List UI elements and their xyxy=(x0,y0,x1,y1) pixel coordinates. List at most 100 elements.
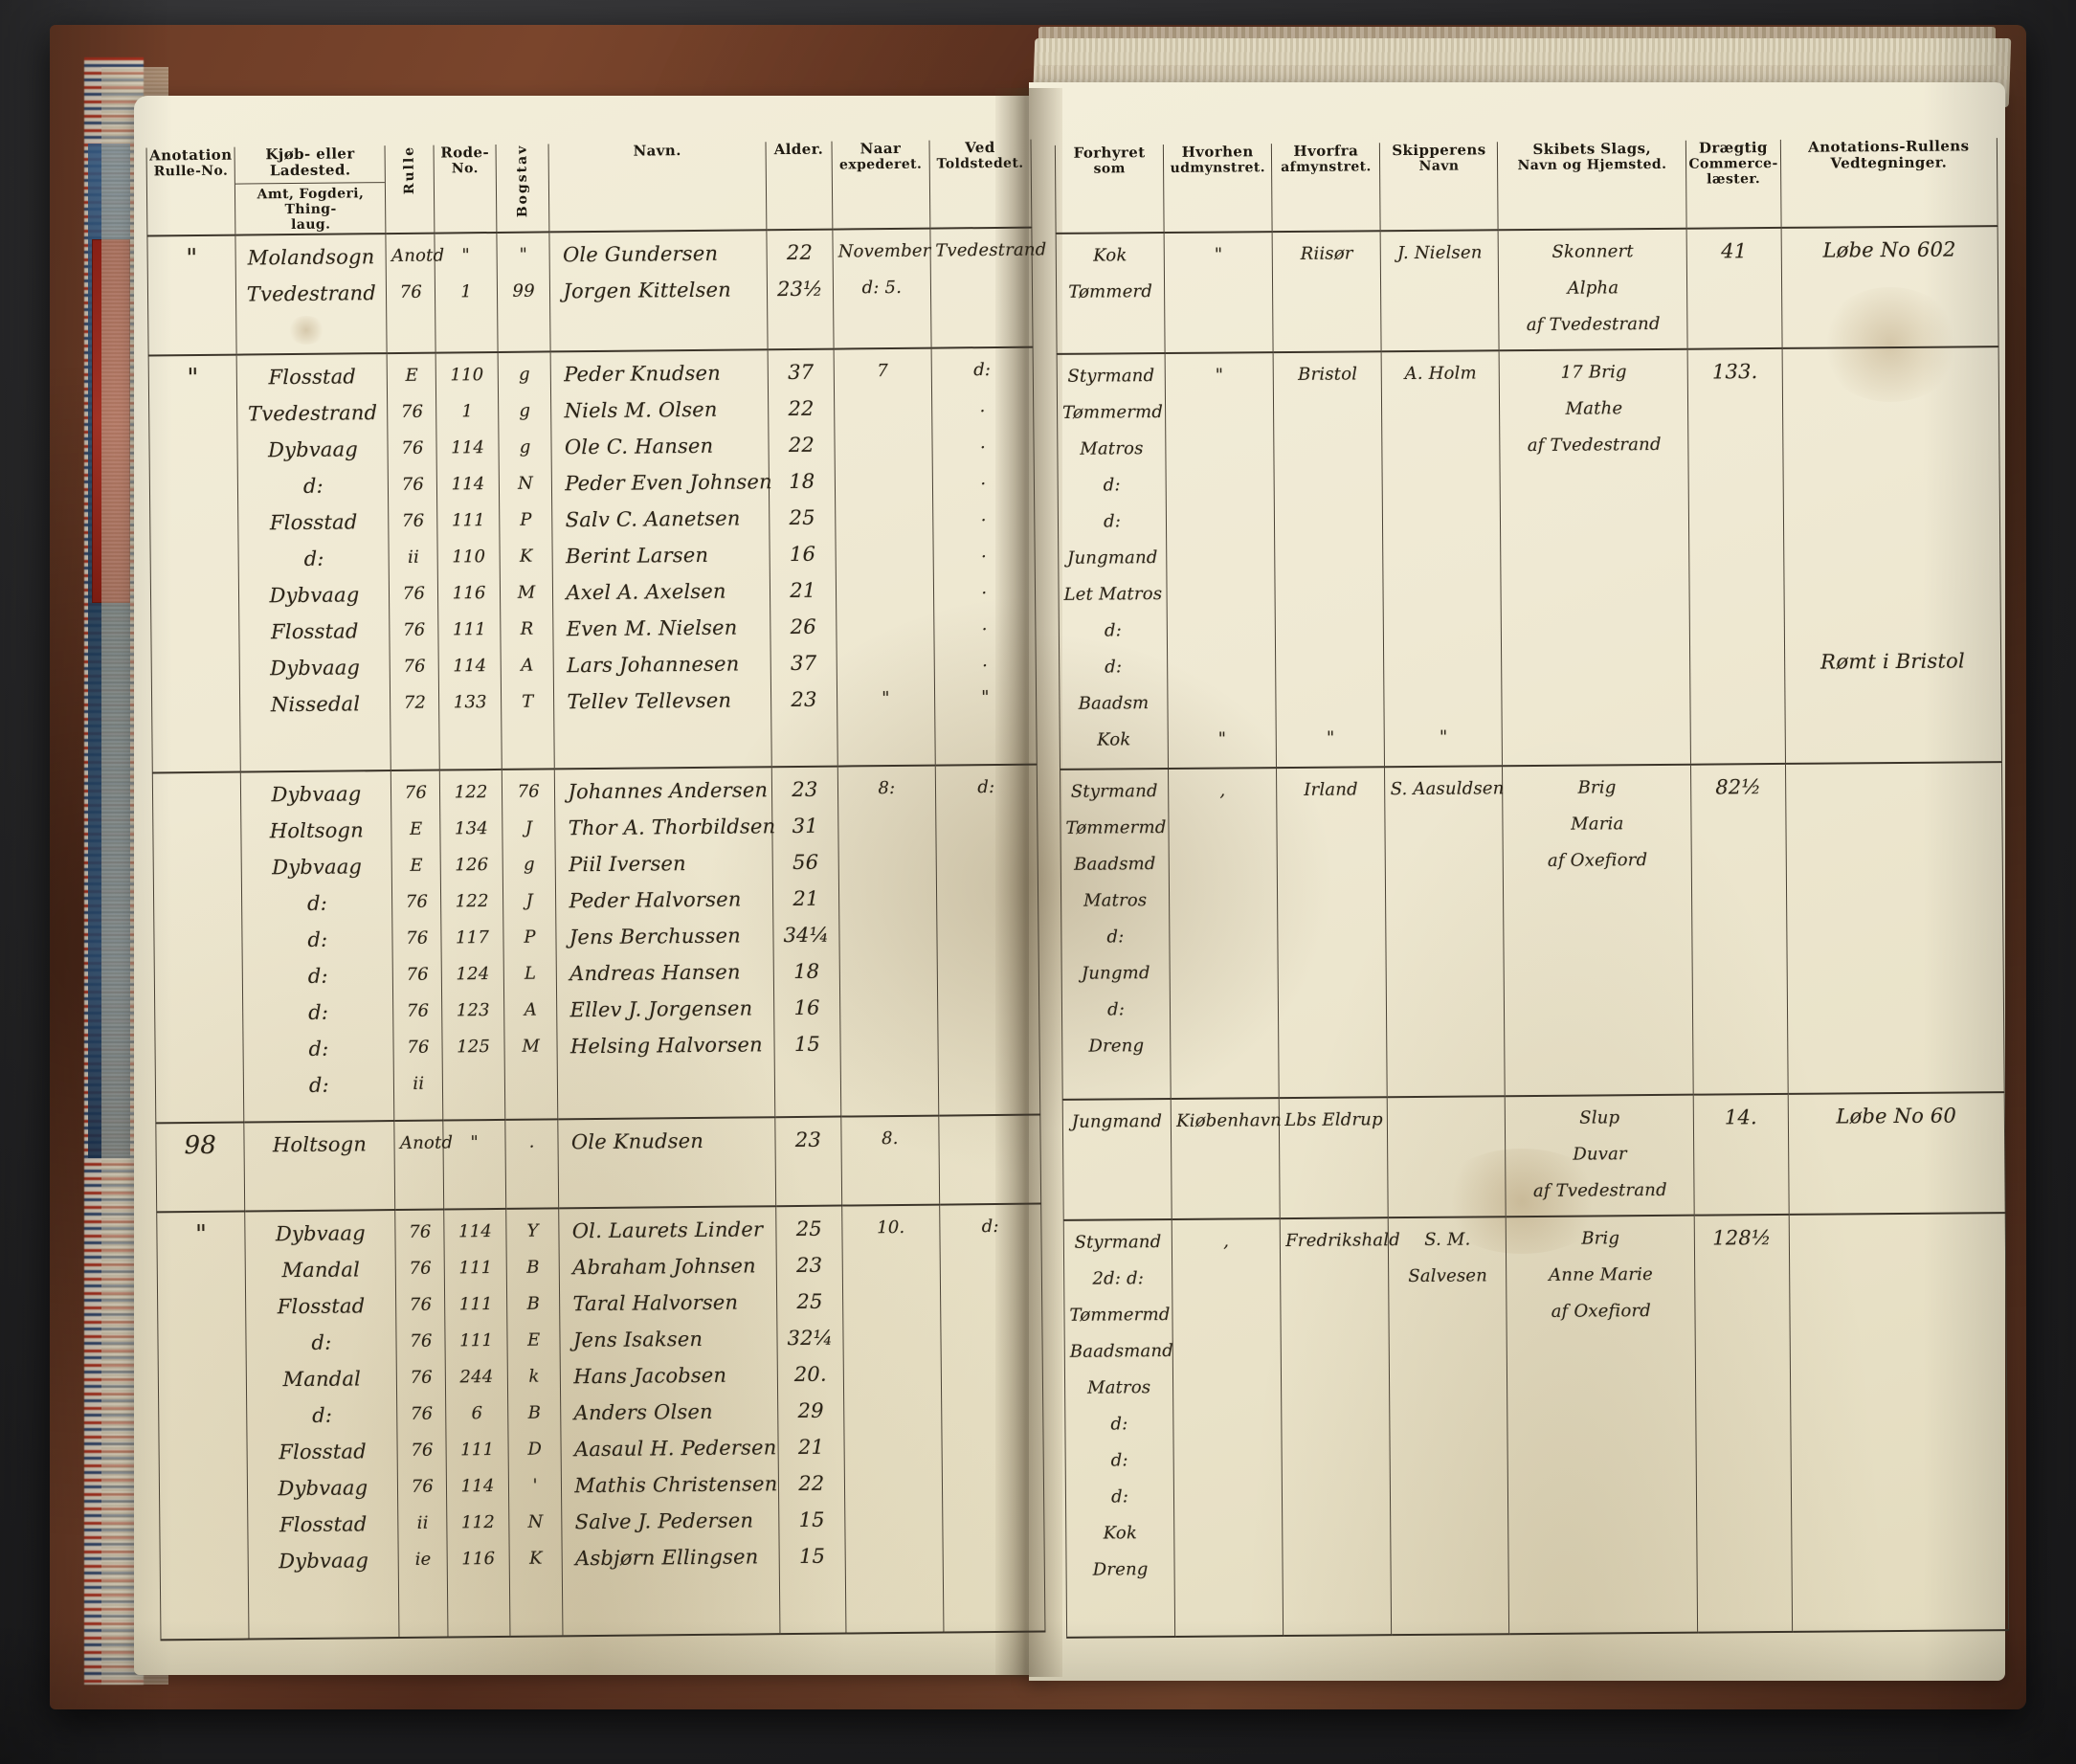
bogstav-cell: " 99 xyxy=(496,232,551,352)
ledger-cell-line: 76 xyxy=(410,1367,434,1389)
ledger-cell-line: Flosstad xyxy=(277,1294,366,1319)
ledger-cell-line xyxy=(944,1119,1036,1156)
ledger-cell-line: 122 xyxy=(454,782,488,803)
destination-cell: Kiøbenhavn xyxy=(1171,1098,1283,1219)
ledger-cell-line xyxy=(1282,683,1379,721)
ledger-cell-line: 111 xyxy=(451,509,485,531)
ledger-cell-line: 21 xyxy=(792,886,819,911)
ledger-cell-line xyxy=(850,1464,937,1502)
skipper-cell: A. Holm " xyxy=(1381,350,1503,768)
ledger-cell-line xyxy=(947,1463,1038,1501)
ledger-cell-line: D xyxy=(527,1439,543,1460)
rulle-cell: E 76 76 76 76 ii 76 76 76 72 xyxy=(387,352,440,771)
ledger-cell-line xyxy=(941,842,1033,880)
ledger-cell-line: P xyxy=(524,927,536,948)
ledger-cell-line xyxy=(945,1245,1037,1283)
ledger-cell-line xyxy=(843,807,930,844)
ledger-cell-line: d: xyxy=(308,1073,329,1097)
rulle-cell: Anotd 76 xyxy=(386,233,444,353)
ledger-cell-line: " xyxy=(1217,728,1227,749)
ledger-cell-line xyxy=(845,1025,932,1062)
ledger-cell-line: 37 xyxy=(790,651,817,675)
ledger-cell-line: Brig xyxy=(1581,1228,1620,1249)
ledger-cell-line: k xyxy=(528,1366,540,1387)
ledger-cell-line: " xyxy=(981,686,990,707)
ledger-cell-line xyxy=(844,880,931,917)
ledger-cell-line: . xyxy=(528,1131,535,1152)
ledger-cell-line xyxy=(942,879,1034,916)
header-hvorhen-udmynstret: Hvorhen udmynstret. xyxy=(1163,143,1273,233)
expedited-cell: 8: xyxy=(837,765,939,1117)
expedited-cell: 7 " xyxy=(834,347,935,767)
ledger-cell-line xyxy=(1172,612,1270,649)
ledger-cell-line: af Tvedestrand xyxy=(1527,434,1662,456)
ledger-cell-line: 25 xyxy=(789,505,815,529)
ledger-cell-line: Duvar xyxy=(1573,1144,1627,1165)
ledger-entry-block: Kok Tømmerd " Riisør J. Nielsen Skonnert Alpha… xyxy=(1056,226,1999,354)
ledger-cell-line: Løbe No 602 xyxy=(1822,237,1956,262)
ledger-cell-line: 98 xyxy=(184,1130,217,1160)
ledger-cell-line: 111 xyxy=(452,618,487,640)
tonnage-cell: 14. xyxy=(1693,1093,1789,1216)
rulle-cell: 76 E E 76 76 76 76 76 ii xyxy=(391,770,444,1121)
ledger-cell-line xyxy=(1284,990,1381,1027)
ledger-cell-line xyxy=(1283,844,1380,882)
ledger-cell-line: 26 xyxy=(790,614,816,638)
ledger-cell-line: Riisør xyxy=(1300,243,1353,264)
ledger-cell-line: R xyxy=(520,618,534,639)
anotation-no-cell: " xyxy=(156,1211,250,1641)
ledger-cell-line: af Tvedestrand xyxy=(1526,313,1661,336)
tonnage-cell: 82½ xyxy=(1690,763,1788,1095)
ledger-cell-line: K xyxy=(519,546,533,567)
ledger-cell-line: Dybvaag xyxy=(267,437,359,461)
header-alder: Alder. xyxy=(765,141,833,231)
ledger-cell-line: N xyxy=(518,473,534,494)
ledger-cell-line: M xyxy=(517,582,536,603)
ledger-cell-line: 17 Brig xyxy=(1560,362,1627,383)
ledger-cell-line xyxy=(839,425,926,462)
ledger-cell-line xyxy=(943,1024,1035,1061)
ledger-cell-line: Andreas Hansen xyxy=(569,960,741,986)
ledger-cell-line: 76 xyxy=(517,781,540,802)
ledger-cell-line: Fredrikshald xyxy=(1285,1229,1401,1251)
ledger-cell-line: B xyxy=(526,1293,541,1314)
ledger-cell-line: 125 xyxy=(457,1037,491,1058)
ledger-cell-line: 114 xyxy=(451,436,485,458)
ledger-cell-line: . xyxy=(981,577,988,598)
ledger-cell-line: Dybvaag xyxy=(271,782,362,807)
ledger-cell-line: 111 xyxy=(460,1440,495,1461)
anotation-no-cell: 98 xyxy=(155,1122,246,1213)
ledger-cell-line: Dybvaag xyxy=(278,1476,368,1501)
rode-no-cell: 114 111 111 111 244 6 111 114 112 116 xyxy=(443,1209,510,1638)
ledger-cell-line: d: xyxy=(312,1403,333,1428)
ledger-cell-line: Tellev Tellevsen xyxy=(567,688,732,713)
rode-no-cell: " xyxy=(443,1119,506,1210)
ledger-cell-line: November xyxy=(837,240,931,262)
header-ved-toldstedet: Ved Toldstedet. xyxy=(928,139,1032,229)
ledger-cell-line xyxy=(1172,502,1269,540)
ledger-cell-line: d: xyxy=(973,359,992,380)
ledger-cell-line: Anotd xyxy=(399,1132,454,1153)
place-cell: Holtsogn xyxy=(244,1120,396,1212)
rode-no-cell: 122 134 126 122 117 124 123 125 xyxy=(439,769,505,1121)
ledger-cell-line: Irland xyxy=(1304,779,1358,800)
ledger-cell-line: 128½ xyxy=(1712,1225,1772,1250)
age-cell: 25 23 25 32¼ 20. 29 21 22 15 15 xyxy=(775,1205,847,1635)
ledger-cell-line: " xyxy=(1215,365,1224,386)
ledger-cell-line: ii xyxy=(407,547,420,568)
ledger-cell-line: . xyxy=(980,468,987,489)
ledger-cell-line xyxy=(1281,574,1378,612)
ship-cell: Slup Duvar af Tvedestrand xyxy=(1505,1094,1695,1217)
ship-cell: Skonnert Alpha af Tvedestrand xyxy=(1498,228,1688,351)
ledger-cell-line xyxy=(1389,646,1496,683)
right-header-row: Forhyret som Hvorhen udmynstret. Hvorfra… xyxy=(1055,137,1998,234)
ledger-cell-line: Kiøbenhavn xyxy=(1175,1109,1283,1131)
ledger-cell-line xyxy=(840,461,927,499)
ledger-cell-line xyxy=(839,389,926,426)
ledger-cell-line xyxy=(1280,502,1377,539)
ledger-cell-line xyxy=(1392,916,1499,953)
ledger-cell-line: Ole Knudsen xyxy=(570,1128,704,1153)
ledger-cell-line: Anne Marie xyxy=(1549,1263,1653,1285)
ledger-cell-line: N xyxy=(527,1511,544,1532)
